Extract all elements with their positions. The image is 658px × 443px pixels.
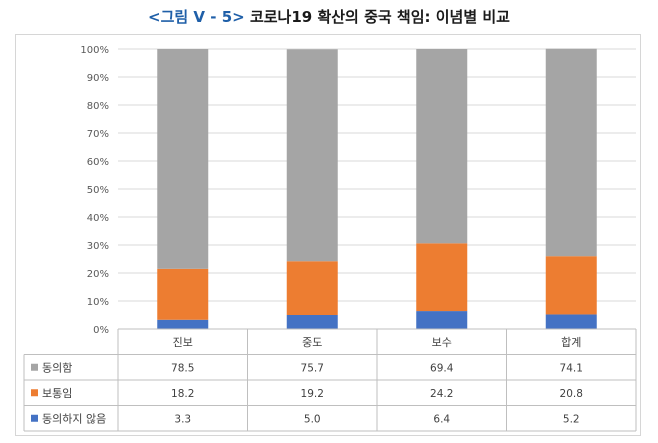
legend-label: 동의함 [42, 361, 72, 374]
data-label: 6.4 [433, 413, 450, 425]
data-label: 5.2 [563, 413, 580, 425]
y-tick-label: 20% [87, 269, 109, 280]
y-tick-label: 10% [87, 297, 109, 308]
legend-label: 보통임 [42, 387, 72, 400]
bar-segment [416, 243, 468, 312]
data-label: 69.4 [430, 362, 454, 374]
data-label: 75.7 [301, 362, 324, 374]
figure-number: <그림 Ⅴ - 5> [148, 8, 245, 26]
y-tick-label: 60% [87, 157, 109, 168]
data-label: 78.5 [171, 362, 194, 374]
y-tick-label: 80% [87, 101, 109, 112]
data-label: 24.2 [430, 388, 453, 400]
data-label: 18.2 [171, 388, 194, 400]
x-category-label: 합계 [561, 336, 581, 349]
chart-frame [15, 34, 641, 436]
y-tick-label: 40% [87, 213, 109, 224]
y-tick-label: 100% [80, 45, 109, 56]
data-label: 19.2 [301, 388, 324, 400]
y-tick-label: 30% [87, 241, 109, 252]
title-text: 코로나19 확산의 중국 책임: 이념별 비교 [249, 8, 510, 26]
y-tick-label: 70% [87, 129, 109, 140]
bar-segment [545, 314, 597, 329]
legend-swatch [31, 414, 38, 422]
bar-segment [157, 268, 209, 320]
bar-segment [286, 315, 338, 329]
legend-swatch [31, 363, 38, 371]
data-label: 20.8 [560, 388, 583, 400]
legend-swatch [31, 389, 38, 397]
bar-segment [545, 256, 597, 315]
x-category-label: 보수 [432, 336, 452, 349]
x-category-label: 중도 [302, 336, 322, 349]
data-label: 3.3 [174, 413, 191, 425]
chart-title: <그림 Ⅴ - 5> 코로나19 확산의 중국 책임: 이념별 비교 [0, 6, 658, 27]
bar-segment [545, 48, 597, 257]
data-label: 5.0 [304, 413, 321, 425]
bar-segment [416, 49, 468, 244]
bar-segment [286, 261, 338, 315]
bar-segment [157, 49, 209, 269]
x-category-label: 진보 [173, 336, 193, 349]
legend-label: 동의하지 않음 [42, 411, 106, 425]
data-label: 74.1 [560, 362, 583, 374]
bar-segment [286, 49, 338, 262]
y-tick-label: 0% [93, 325, 109, 336]
y-tick-label: 50% [87, 185, 109, 196]
bar-segment [157, 319, 209, 329]
bar-segment [416, 311, 468, 329]
y-tick-label: 90% [87, 73, 109, 84]
